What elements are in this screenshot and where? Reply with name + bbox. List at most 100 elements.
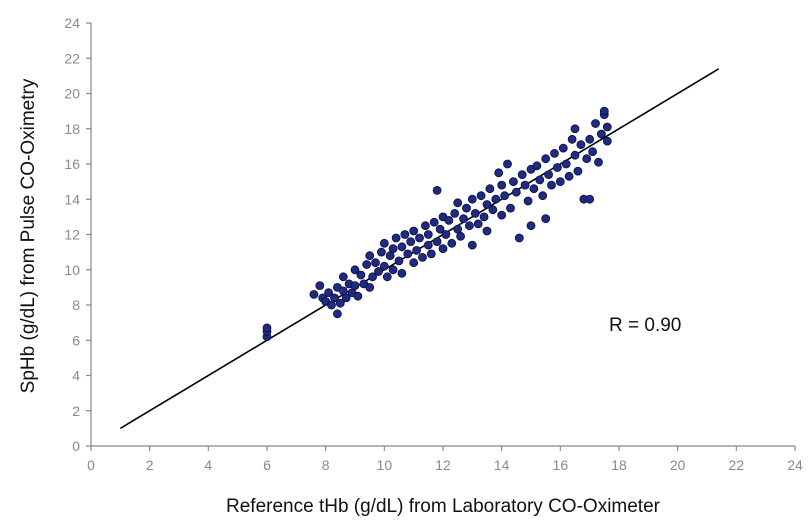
data-point <box>576 140 586 150</box>
data-point <box>335 298 345 308</box>
x-tick-label: 0 <box>87 457 95 473</box>
data-point <box>550 148 559 158</box>
data-point <box>538 191 548 201</box>
data-point <box>394 256 404 266</box>
data-point <box>464 221 474 231</box>
data-point <box>397 242 407 252</box>
data-point <box>456 231 466 241</box>
y-tick-label: 8 <box>72 297 80 313</box>
data-point <box>594 157 603 167</box>
x-tick-label: 16 <box>553 457 569 473</box>
data-point <box>453 198 463 208</box>
data-point <box>388 265 398 275</box>
data-point <box>441 230 451 239</box>
data-point <box>444 215 454 225</box>
data-point <box>547 180 556 190</box>
y-tick-label: 2 <box>72 403 80 419</box>
data-point <box>388 244 398 254</box>
data-point <box>371 258 380 268</box>
data-point <box>585 194 595 204</box>
data-point <box>374 267 383 276</box>
data-point <box>432 237 442 247</box>
x-tick-label: 18 <box>611 457 627 473</box>
x-tick-label: 10 <box>377 457 393 473</box>
data-point <box>570 124 580 134</box>
data-point <box>497 180 507 190</box>
data-point <box>415 233 424 243</box>
data-point <box>591 119 600 128</box>
data-point <box>500 191 510 201</box>
data-point <box>544 170 553 180</box>
y-tick-label: 18 <box>64 121 80 137</box>
x-tick-label: 22 <box>729 457 745 473</box>
x-tick-label: 12 <box>435 457 451 473</box>
data-point <box>511 187 521 197</box>
data-points <box>262 106 612 342</box>
x-axis-title: Reference tHb (g/dL) from Laboratory CO-… <box>226 496 661 517</box>
data-point <box>514 233 524 243</box>
data-point <box>376 247 386 257</box>
data-point <box>438 244 448 254</box>
y-tick-label: 0 <box>72 438 80 454</box>
y-tick-label: 24 <box>64 15 80 31</box>
data-point <box>567 134 577 144</box>
data-point <box>412 245 422 255</box>
data-point <box>418 252 427 262</box>
data-point <box>470 208 480 218</box>
data-point <box>324 288 334 298</box>
data-point <box>517 170 527 180</box>
data-point <box>365 251 375 261</box>
data-point <box>379 238 389 248</box>
data-point <box>597 129 606 139</box>
data-point <box>356 270 366 280</box>
data-point <box>526 221 536 231</box>
data-point <box>365 282 375 292</box>
data-point <box>462 203 471 213</box>
x-tick-label: 24 <box>787 457 803 473</box>
data-point <box>423 230 433 239</box>
data-point <box>426 249 436 259</box>
y-tick-label: 6 <box>72 332 80 348</box>
data-point <box>432 185 442 195</box>
x-tick-label: 4 <box>204 457 212 473</box>
correlation-annotation: R = 0.90 <box>609 315 681 336</box>
data-point <box>341 293 351 303</box>
data-point <box>350 265 360 275</box>
data-point <box>529 184 539 194</box>
data-point <box>503 159 512 169</box>
y-tick-label: 10 <box>64 262 80 278</box>
data-point <box>599 106 609 116</box>
data-point <box>350 281 360 291</box>
x-tick-label: 2 <box>146 457 154 473</box>
data-point <box>497 210 507 220</box>
data-point <box>558 143 568 153</box>
data-point <box>573 166 583 176</box>
y-tick-label: 16 <box>64 156 80 172</box>
data-point <box>315 281 325 291</box>
data-point <box>494 168 504 178</box>
data-point <box>532 161 542 171</box>
x-axis-ticks: 0 2 4 6 8 10 12 14 16 18 20 22 24 <box>87 446 803 473</box>
data-point <box>406 237 416 247</box>
data-point <box>368 272 378 282</box>
data-point <box>509 177 518 187</box>
data-point <box>585 134 595 144</box>
data-point <box>491 194 501 204</box>
data-point <box>262 323 272 333</box>
y-tick-label: 14 <box>64 191 80 207</box>
data-point <box>338 272 348 282</box>
data-point <box>520 180 530 190</box>
data-point <box>397 268 407 278</box>
data-point <box>382 272 392 282</box>
data-point <box>309 289 319 299</box>
data-point <box>403 249 413 259</box>
x-tick-label: 8 <box>322 457 330 473</box>
data-point <box>429 217 439 227</box>
data-point <box>555 177 565 187</box>
data-point <box>535 175 545 185</box>
x-tick-label: 20 <box>670 457 686 473</box>
y-tick-label: 22 <box>64 50 80 66</box>
data-point <box>467 194 477 204</box>
data-point <box>330 293 339 303</box>
